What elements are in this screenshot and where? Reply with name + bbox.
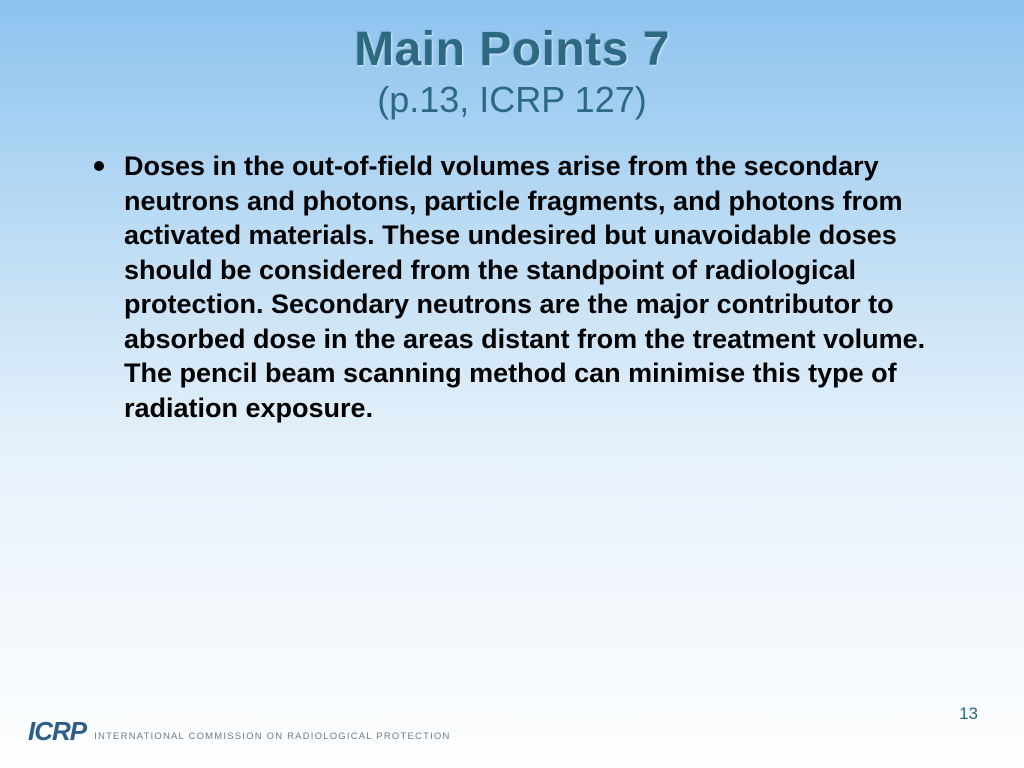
page-number: 13	[959, 704, 978, 724]
bullet-list: Doses in the out-of-field volumes arise …	[88, 149, 936, 425]
logo-text: INTERNATIONAL COMMISSION ON RADIOLOGICAL…	[94, 731, 450, 744]
logo-mark-icon: ICRP	[28, 718, 86, 744]
bullet-item: Doses in the out-of-field volumes arise …	[88, 149, 936, 425]
slide-title: Main Points 7	[0, 22, 1024, 77]
slide-subtitle: (p.13, ICRP 127)	[0, 79, 1024, 121]
logo: ICRP INTERNATIONAL COMMISSION ON RADIOLO…	[28, 718, 451, 744]
slide-footer: ICRP INTERNATIONAL COMMISSION ON RADIOLO…	[0, 708, 1024, 768]
slide-content: Doses in the out-of-field volumes arise …	[0, 121, 1024, 425]
title-block: Main Points 7 (p.13, ICRP 127)	[0, 0, 1024, 121]
